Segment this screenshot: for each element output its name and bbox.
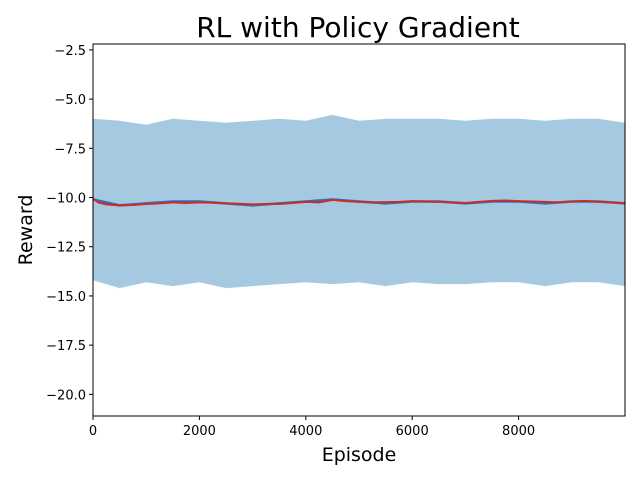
- y-tick-label: −10.0: [46, 192, 86, 207]
- x-tick-label: 0: [89, 424, 97, 439]
- x-tick-label: 8000: [502, 424, 535, 439]
- y-tick-label: −2.5: [54, 44, 86, 59]
- x-tick-label: 2000: [183, 424, 216, 439]
- x-axis-label: Episode: [322, 444, 397, 466]
- x-tick-label: 6000: [396, 424, 429, 439]
- y-axis-label: Reward: [15, 195, 37, 266]
- y-tick-label: −17.5: [46, 339, 86, 354]
- y-tick-label: −5.0: [54, 93, 86, 108]
- y-tick-label: −12.5: [46, 241, 86, 256]
- moving-average-line: [93, 197, 625, 207]
- plot-frame: [92, 43, 626, 417]
- chart-title: RL with Policy Gradient: [196, 11, 520, 44]
- y-tick-label: −7.5: [54, 142, 86, 157]
- y-tick-label: −20.0: [46, 388, 86, 403]
- x-tick-label: 4000: [289, 424, 322, 439]
- y-tick-label: −15.0: [46, 290, 86, 305]
